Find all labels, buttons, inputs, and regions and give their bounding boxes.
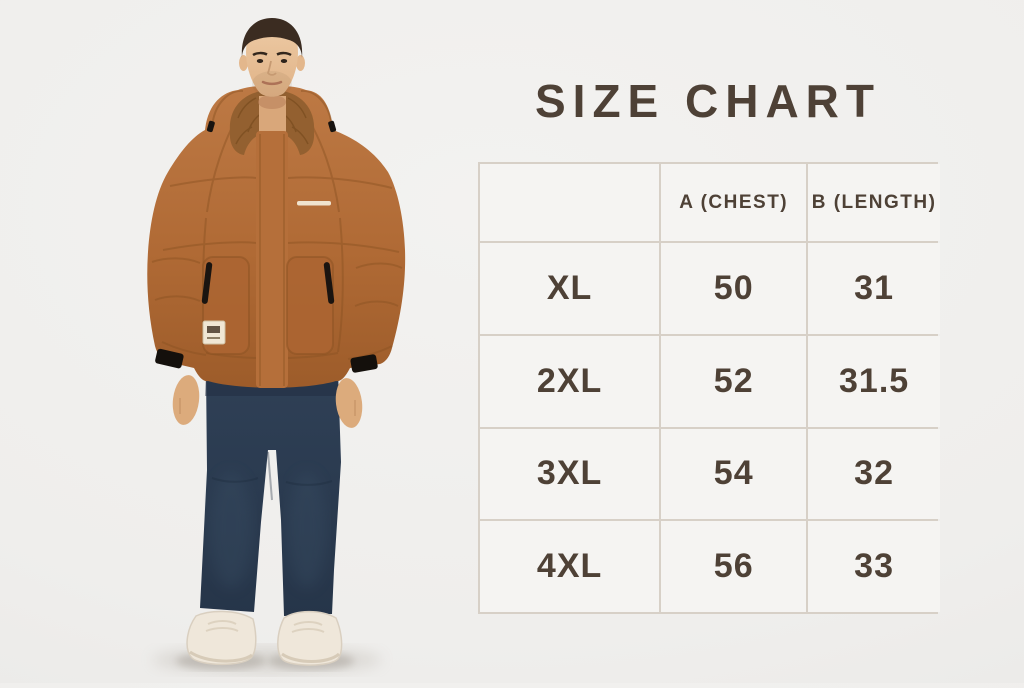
chest-cell: 56 — [661, 521, 807, 612]
floor-shadow — [152, 646, 382, 674]
length-cell: 31 — [808, 243, 940, 334]
ear-right — [296, 55, 305, 71]
table-header-chest: A (CHEST) — [661, 164, 807, 241]
chest-cell: 50 — [661, 243, 807, 334]
jacket-label-patch — [202, 320, 226, 345]
table-header-blank — [480, 164, 660, 241]
length-cell: 31.5 — [808, 335, 940, 427]
model-head — [239, 18, 305, 97]
model-illustration — [147, 18, 406, 674]
face — [246, 25, 298, 97]
length-cell: 33 — [808, 521, 940, 612]
table-header-length: B (LENGTH) — [808, 164, 940, 241]
hair — [241, 18, 303, 58]
pocket-zip-right — [323, 262, 335, 304]
size-table: A (CHEST) B (LENGTH) XL 50 31 2XL 52 31.… — [478, 162, 940, 614]
ear-left — [239, 55, 248, 71]
size-cell: 4XL — [480, 521, 660, 612]
cuff-tabs — [155, 348, 378, 373]
jacket-placket — [256, 131, 288, 388]
size-cell: 2XL — [480, 335, 660, 427]
neck — [258, 95, 286, 136]
chest-cell: 52 — [661, 335, 807, 427]
chest-cell: 54 — [661, 428, 807, 520]
hood-toggles — [206, 120, 337, 133]
pocket-zip-left — [201, 262, 213, 304]
size-chart-title: SIZE CHART — [535, 75, 881, 127]
size-cell: 3XL — [480, 428, 660, 520]
jacket-brand-logo — [297, 201, 331, 206]
size-cell: XL — [480, 243, 660, 334]
puffer-jacket — [147, 85, 406, 388]
sneakers — [186, 610, 343, 666]
jeans — [200, 372, 341, 616]
facial-features — [252, 51, 292, 86]
shoe-laces — [205, 620, 325, 633]
hands — [172, 375, 363, 428]
model-photo — [0, 0, 460, 683]
length-cell: 32 — [808, 428, 940, 520]
